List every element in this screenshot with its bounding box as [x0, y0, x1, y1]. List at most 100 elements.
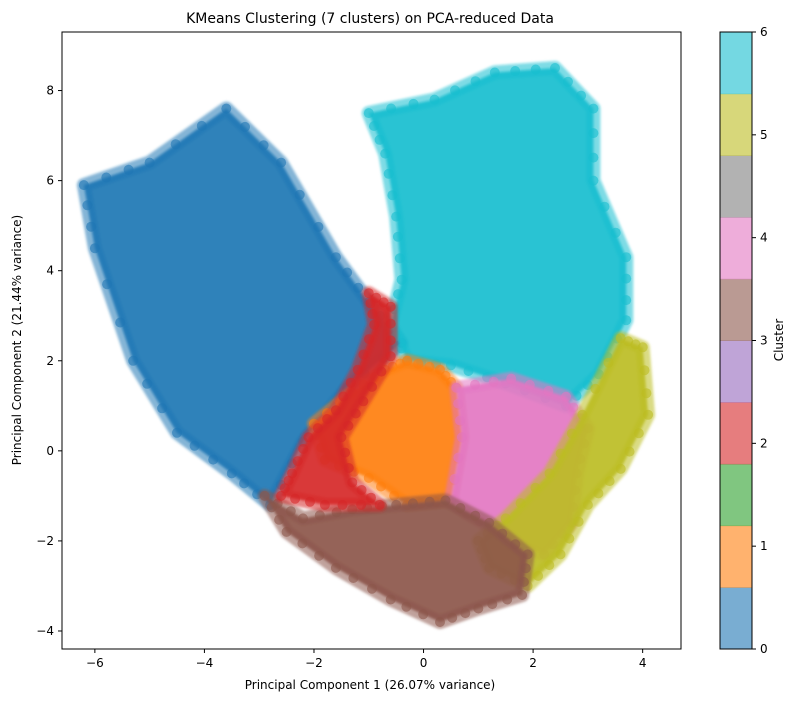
cluster-2-point: [319, 499, 330, 510]
cluster-5-point: [566, 428, 577, 439]
cluster-4-point: [470, 379, 480, 390]
cluster-2-point: [363, 288, 374, 299]
colorbar-segment: [720, 217, 752, 280]
cluster-5-point: [624, 446, 635, 457]
cluster-3-point: [455, 503, 466, 513]
cluster-6-point: [396, 343, 407, 354]
cluster-0-point: [276, 157, 287, 168]
cluster-0-point: [208, 454, 219, 465]
cluster-2-point: [369, 319, 380, 330]
cluster-6-point: [363, 108, 374, 119]
cluster-0-point: [142, 378, 153, 389]
cluster-2-point: [337, 499, 348, 510]
cluster-4-point: [455, 415, 465, 426]
cluster-3-point: [348, 573, 359, 583]
cluster-0-point: [330, 252, 341, 263]
cluster-3-point: [424, 496, 435, 507]
colorbar-tick-label: 0: [760, 642, 768, 656]
cluster-5-point: [533, 570, 544, 581]
cluster-6-point: [429, 94, 440, 105]
cluster-2-point: [385, 351, 396, 362]
cluster-6-point: [530, 64, 541, 75]
cluster-0-point: [172, 427, 182, 438]
x-tick-label: −6: [86, 656, 104, 670]
cluster-3-point: [418, 609, 429, 620]
cluster-0-point: [78, 180, 89, 191]
cluster-4-point: [453, 452, 464, 463]
cluster-6-point: [489, 67, 500, 78]
colorbar-segment: [720, 587, 752, 650]
cluster-0-point: [86, 221, 97, 232]
cluster-2-point: [305, 496, 315, 507]
cluster-5-point: [573, 516, 584, 527]
cluster-3-point: [460, 608, 471, 619]
colorbar-segment: [720, 278, 752, 341]
cluster-2-point: [298, 443, 309, 454]
cluster-5-point: [577, 409, 588, 420]
cluster-3-point: [510, 539, 521, 550]
cluster-4-point: [451, 382, 462, 393]
cluster-3-point: [367, 583, 377, 594]
cluster-3-point: [391, 499, 402, 510]
cluster-2-point: [356, 485, 367, 495]
cluster-3-point: [330, 562, 341, 573]
cluster-6-point: [387, 190, 398, 201]
cluster-2-point: [292, 456, 303, 467]
colorbar-tick-label: 4: [760, 231, 768, 245]
cluster-5-point: [615, 463, 626, 474]
cluster-2-point: [352, 364, 363, 375]
cluster-2-point: [330, 405, 341, 416]
colorbar-segment: [720, 155, 752, 218]
cluster-2-point: [322, 414, 333, 424]
cluster-2-point: [347, 477, 358, 488]
cluster-1-point: [363, 472, 374, 483]
colorbar-tick-label: 5: [760, 128, 768, 142]
x-tick-label: 4: [639, 656, 647, 670]
cluster-0-point: [128, 355, 139, 366]
cluster-5-point: [544, 468, 555, 479]
x-tick-label: −2: [305, 656, 323, 670]
cluster-0-point: [240, 121, 250, 132]
cluster-6-point: [463, 366, 474, 376]
cluster-3-point: [297, 538, 308, 549]
cluster-2-point: [374, 499, 385, 510]
cluster-0-point: [157, 403, 168, 414]
cluster-5-point: [637, 342, 648, 353]
cluster-0-point: [226, 468, 237, 479]
cluster-3-point: [473, 603, 484, 614]
cluster-6-point: [386, 103, 397, 114]
cluster-4-point: [456, 432, 467, 443]
cluster-0-point: [196, 120, 207, 131]
cluster-0-point: [144, 157, 155, 168]
cluster-0-point: [115, 317, 126, 328]
x-tick-label: 0: [420, 656, 428, 670]
cluster-5-point: [500, 513, 511, 524]
cluster-0-point: [353, 282, 364, 293]
y-tick-label: 4: [46, 264, 54, 278]
cluster-2-point: [303, 432, 314, 443]
cluster-5-point: [515, 498, 526, 509]
cluster-5-point: [555, 448, 566, 459]
cluster-6-point: [588, 128, 599, 139]
cluster-2-point: [367, 381, 377, 392]
cluster-4-point: [506, 373, 517, 384]
cluster-5-point: [615, 333, 626, 344]
cluster-4-point: [453, 398, 464, 409]
cluster-2-point: [358, 349, 369, 360]
cluster-2-point: [367, 309, 378, 319]
cluster-6-point: [621, 295, 632, 306]
cluster-0-point: [102, 279, 113, 290]
cluster-2-point: [276, 490, 287, 501]
cluster-6-point: [588, 175, 599, 186]
cluster-2-point: [364, 334, 374, 345]
cluster-2-point: [371, 292, 382, 303]
cluster-2-point: [385, 318, 396, 329]
cluster-2-point: [283, 475, 294, 486]
cluster-0-point: [258, 140, 269, 151]
cluster-6-point: [408, 98, 419, 109]
cluster-1-point: [424, 361, 435, 372]
cluster-6-point: [599, 201, 610, 212]
cluster-2-point: [385, 335, 396, 346]
cluster-0-point: [101, 172, 112, 183]
x-tick-label: −4: [196, 656, 214, 670]
